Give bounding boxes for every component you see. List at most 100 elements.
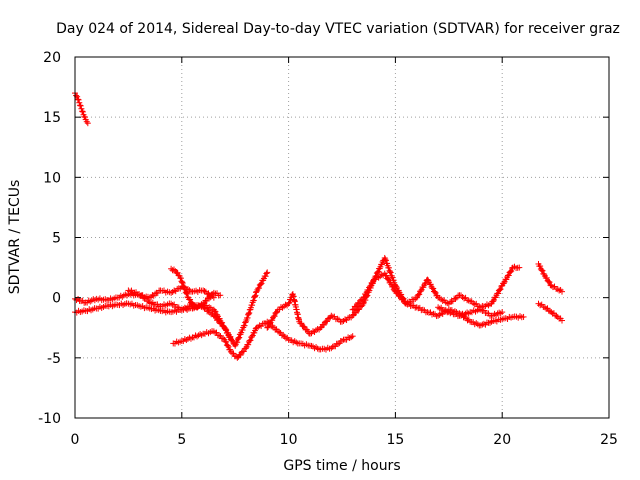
data-point [210, 328, 217, 335]
data-point [249, 302, 256, 309]
data-point [229, 337, 236, 344]
data-point [230, 350, 237, 357]
data-point [246, 309, 253, 316]
x-tick-label: 10 [280, 432, 298, 448]
data-point [219, 319, 226, 326]
y-tick-label: 5 [52, 231, 61, 247]
y-tick-label: 0 [52, 291, 61, 307]
data-point [200, 300, 207, 307]
data-point [317, 324, 324, 331]
data-point [369, 279, 376, 286]
data-point [431, 288, 438, 295]
data-point [187, 335, 194, 342]
data-point [554, 286, 561, 293]
grid-lines [75, 57, 609, 418]
data-point [183, 289, 190, 296]
data-point [378, 261, 385, 268]
data-point [324, 318, 331, 325]
data-point [282, 335, 289, 342]
y-tick-label: 20 [43, 50, 61, 66]
data-point [508, 268, 515, 275]
x-tick-label: 20 [493, 432, 511, 448]
data-point [200, 287, 207, 294]
data-point [360, 294, 367, 301]
data-point [285, 300, 292, 307]
data-point [224, 342, 231, 349]
data-point [520, 313, 527, 320]
data-point [84, 120, 91, 127]
data-point [553, 312, 560, 319]
data-point [211, 308, 218, 315]
data-point [559, 317, 566, 324]
data-point [217, 292, 224, 299]
data-point [276, 329, 283, 336]
data-point [499, 309, 506, 316]
data-point [188, 300, 195, 307]
data-point [240, 348, 247, 355]
data-point [234, 354, 241, 361]
chart-title: Day 024 of 2014, Sidereal Day-to-day VTE… [56, 21, 620, 37]
data-point [396, 293, 403, 300]
data-point [76, 102, 83, 109]
data-point [245, 341, 252, 348]
data-point [179, 279, 186, 286]
x-tick-label: 0 [71, 432, 80, 448]
data-point [289, 291, 296, 298]
data-point [497, 310, 504, 317]
data-point [227, 333, 234, 340]
data-point [250, 297, 257, 304]
data-point [189, 300, 196, 307]
data-point [245, 310, 252, 317]
data-point [79, 108, 86, 115]
data-point [538, 267, 545, 274]
data-point [546, 279, 553, 286]
data-point [365, 287, 372, 294]
data-point [239, 327, 246, 334]
data-point [145, 298, 152, 305]
data-point [430, 285, 437, 292]
data-point [212, 308, 219, 315]
data-point [537, 263, 544, 270]
data-point [263, 270, 270, 277]
data-point [201, 288, 208, 295]
data-point [352, 310, 359, 317]
data-point [262, 273, 269, 280]
data-point [367, 283, 374, 290]
data-point [198, 332, 205, 339]
data-point [298, 320, 305, 327]
data-point [216, 332, 223, 339]
data-point [264, 324, 271, 331]
data-point [177, 275, 184, 282]
data-point [75, 96, 82, 103]
data-point [452, 295, 459, 302]
data-point [539, 267, 546, 274]
y-tick-label: -10 [38, 411, 61, 427]
data-marks [72, 90, 566, 361]
data-point [334, 341, 341, 348]
data-point [258, 280, 265, 287]
data-point [375, 268, 382, 275]
data-point [416, 291, 423, 298]
data-point [238, 329, 245, 336]
data-point [559, 288, 566, 295]
data-point [183, 290, 190, 297]
data-point [149, 292, 156, 299]
data-point [500, 280, 507, 287]
data-point [505, 272, 512, 279]
data-point [507, 268, 514, 275]
data-point [374, 269, 381, 276]
data-point [300, 323, 307, 330]
data-point [464, 317, 471, 324]
x-tick-label: 5 [177, 432, 186, 448]
data-point [187, 296, 194, 303]
data-point [235, 335, 242, 342]
data-point [223, 338, 230, 345]
data-point [497, 286, 504, 293]
data-point [244, 314, 251, 321]
data-point [73, 92, 80, 99]
data-point [394, 290, 401, 297]
data-point [77, 102, 84, 109]
data-point [495, 290, 502, 297]
data-point [427, 281, 434, 288]
